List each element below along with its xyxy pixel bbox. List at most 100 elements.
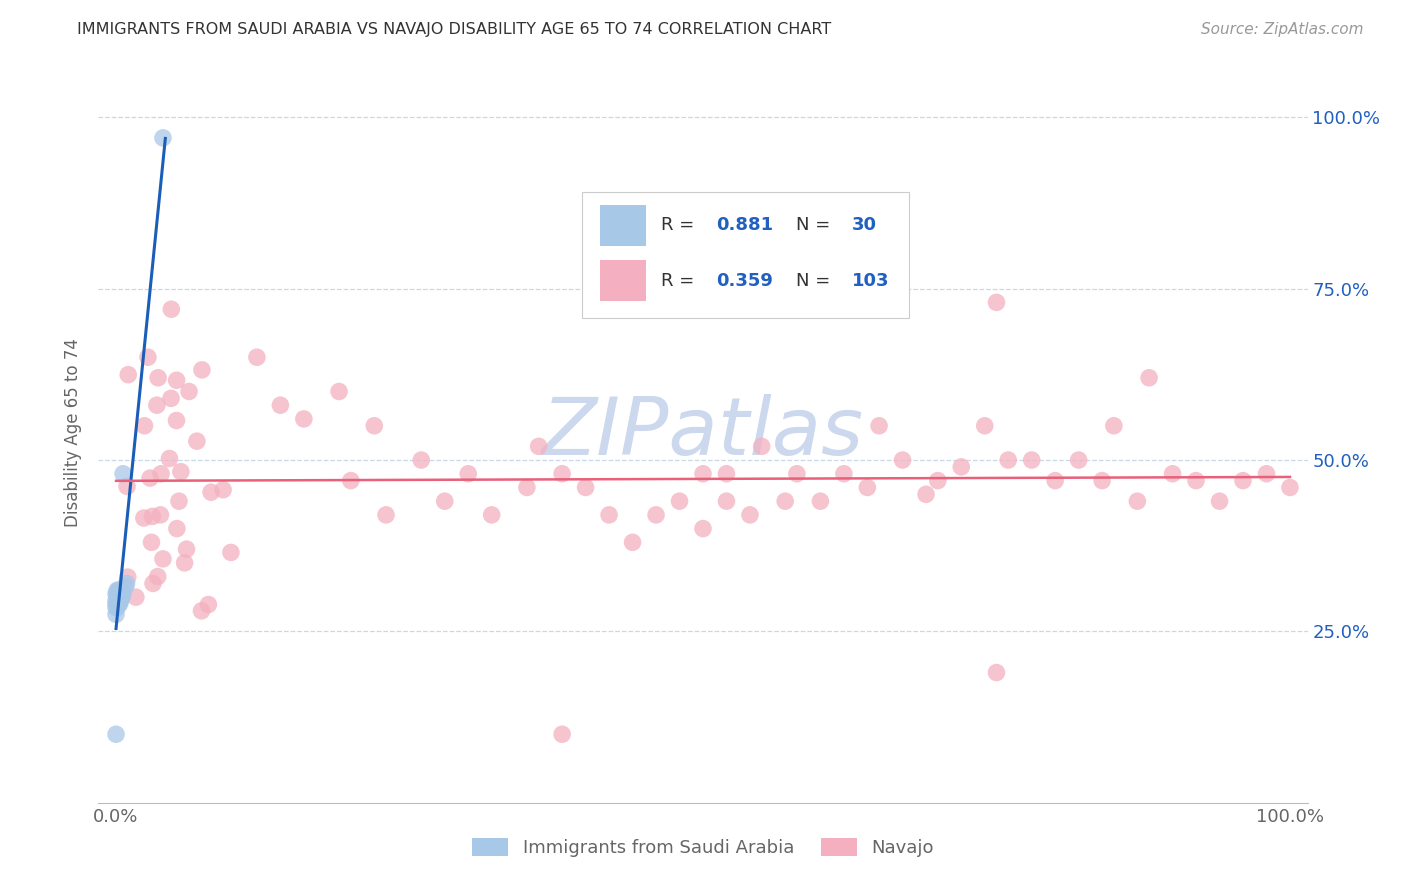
- Point: [105, 587, 128, 601]
- Point: [132, 511, 155, 525]
- Point: [786, 467, 808, 481]
- Point: [997, 453, 1019, 467]
- Point: [108, 593, 131, 607]
- Point: [1256, 467, 1278, 481]
- Point: [105, 587, 128, 601]
- Point: [173, 556, 195, 570]
- Point: [481, 508, 503, 522]
- Point: [190, 604, 212, 618]
- Point: [527, 439, 550, 453]
- Point: [598, 508, 620, 522]
- Point: [197, 598, 219, 612]
- Point: [110, 584, 132, 599]
- Text: 0.359: 0.359: [716, 272, 773, 290]
- Point: [1021, 453, 1043, 467]
- Point: [108, 583, 131, 598]
- Point: [212, 483, 235, 497]
- Y-axis label: Disability Age 65 to 74: Disability Age 65 to 74: [65, 338, 83, 527]
- Point: [105, 590, 128, 604]
- Point: [411, 453, 433, 467]
- Point: [141, 509, 163, 524]
- Point: [1043, 474, 1066, 488]
- Point: [166, 522, 188, 536]
- Text: R =: R =: [661, 217, 700, 235]
- Point: [457, 467, 479, 481]
- Point: [751, 439, 773, 453]
- Point: [107, 590, 129, 604]
- Point: [142, 576, 165, 591]
- Point: [152, 552, 174, 566]
- Text: R =: R =: [661, 272, 700, 290]
- Point: [111, 584, 134, 599]
- Point: [915, 487, 938, 501]
- Point: [927, 474, 949, 488]
- Point: [105, 600, 128, 615]
- Text: 0.881: 0.881: [716, 217, 773, 235]
- Text: N =: N =: [796, 217, 837, 235]
- Point: [716, 494, 738, 508]
- Point: [115, 479, 138, 493]
- Point: [516, 480, 538, 494]
- Point: [808, 494, 831, 508]
- Point: [1102, 418, 1125, 433]
- Point: [136, 350, 159, 364]
- Text: 30: 30: [852, 217, 877, 235]
- Point: [1126, 494, 1149, 508]
- Point: [645, 508, 668, 522]
- Text: Source: ZipAtlas.com: Source: ZipAtlas.com: [1201, 22, 1364, 37]
- Point: [292, 412, 315, 426]
- Text: IMMIGRANTS FROM SAUDI ARABIA VS NAVAJO DISABILITY AGE 65 TO 74 CORRELATION CHART: IMMIGRANTS FROM SAUDI ARABIA VS NAVAJO D…: [77, 22, 831, 37]
- Bar: [600, 260, 647, 301]
- Point: [1091, 474, 1114, 488]
- Point: [125, 590, 148, 604]
- Text: N =: N =: [796, 272, 837, 290]
- Point: [107, 593, 129, 607]
- Point: [134, 418, 156, 433]
- Point: [716, 467, 738, 481]
- Point: [1161, 467, 1184, 481]
- Point: [150, 467, 173, 481]
- Point: [986, 665, 1008, 680]
- Point: [107, 597, 129, 611]
- Bar: [600, 205, 647, 245]
- Point: [176, 542, 198, 557]
- Point: [375, 508, 398, 522]
- Point: [177, 384, 200, 399]
- Point: [167, 494, 190, 508]
- Point: [773, 494, 796, 508]
- Point: [108, 597, 131, 611]
- Point: [160, 392, 183, 406]
- Point: [191, 363, 214, 377]
- Point: [340, 474, 363, 488]
- Point: [110, 593, 132, 607]
- Point: [621, 535, 644, 549]
- Point: [117, 368, 139, 382]
- Point: [986, 295, 1008, 310]
- Point: [1278, 480, 1301, 494]
- Point: [107, 583, 129, 598]
- Point: [738, 508, 761, 522]
- Point: [891, 453, 914, 467]
- Point: [200, 485, 222, 500]
- Point: [108, 590, 131, 604]
- Point: [950, 459, 973, 474]
- Point: [166, 413, 188, 427]
- Point: [433, 494, 456, 508]
- Point: [868, 418, 890, 433]
- Point: [1232, 474, 1254, 488]
- Point: [105, 597, 128, 611]
- Point: [146, 569, 169, 583]
- Point: [219, 545, 242, 559]
- Point: [1067, 453, 1090, 467]
- Point: [1208, 494, 1230, 508]
- Point: [246, 350, 269, 364]
- Point: [551, 467, 574, 481]
- Point: [112, 467, 135, 481]
- Point: [105, 593, 128, 607]
- Point: [105, 607, 128, 622]
- Point: [186, 434, 208, 449]
- Point: [105, 727, 128, 741]
- Point: [170, 465, 193, 479]
- Text: 103: 103: [852, 272, 889, 290]
- Point: [105, 600, 128, 615]
